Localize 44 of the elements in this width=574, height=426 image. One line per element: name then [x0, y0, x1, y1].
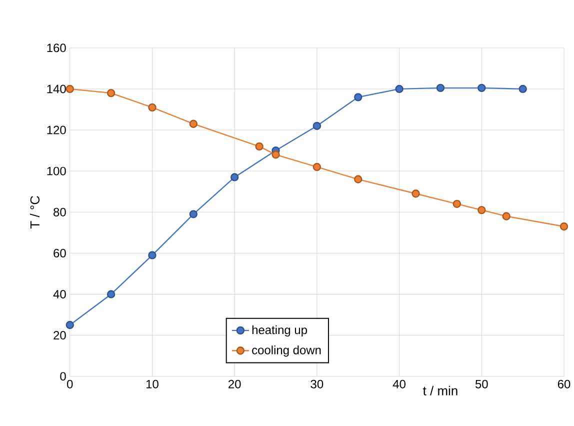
point: [478, 84, 486, 92]
point: [436, 84, 445, 92]
point: [412, 189, 420, 198]
point: [312, 162, 322, 171]
y-tick-label: 160: [47, 44, 66, 52]
point: [312, 122, 322, 130]
legend-label: heating up: [252, 325, 307, 336]
y-tick-label: 140: [47, 84, 66, 94]
x-tick-label: 20: [228, 380, 241, 388]
point: [66, 84, 74, 93]
point: [255, 142, 264, 150]
y-tick-label: 60: [54, 248, 66, 258]
x-tick-label: 40: [392, 380, 406, 388]
point: [148, 251, 156, 260]
y-tick-label: 20: [54, 330, 66, 340]
x-axis-title: t / min: [423, 386, 458, 396]
point: [106, 88, 116, 98]
x-tick-label: 0: [67, 380, 73, 388]
x-tick-label: 10: [146, 380, 158, 388]
point: [502, 212, 510, 220]
point: [518, 84, 527, 93]
x-tick-label: 30: [310, 380, 324, 388]
x-tick-label: 50: [475, 380, 488, 388]
y-tick-label: 0: [60, 372, 66, 380]
point: [272, 150, 280, 159]
legend-label: cooling down: [252, 345, 321, 357]
y-tick-label: 80: [54, 208, 66, 216]
point: [189, 120, 198, 128]
point: [452, 200, 462, 208]
point: [66, 320, 74, 329]
point: [354, 175, 362, 184]
y-tick-label: 40: [53, 290, 66, 298]
y-tick-label: 100: [47, 166, 66, 176]
point: [106, 290, 116, 298]
x-tick-label: 60: [558, 380, 570, 388]
point: [189, 210, 198, 218]
point: [478, 206, 486, 214]
y-tick-label: 120: [47, 126, 66, 134]
point: [354, 92, 362, 102]
y-axis-title: T / °C: [30, 196, 40, 228]
point: [395, 84, 404, 93]
point: [560, 222, 568, 230]
point: [148, 103, 156, 112]
point: [230, 173, 239, 182]
